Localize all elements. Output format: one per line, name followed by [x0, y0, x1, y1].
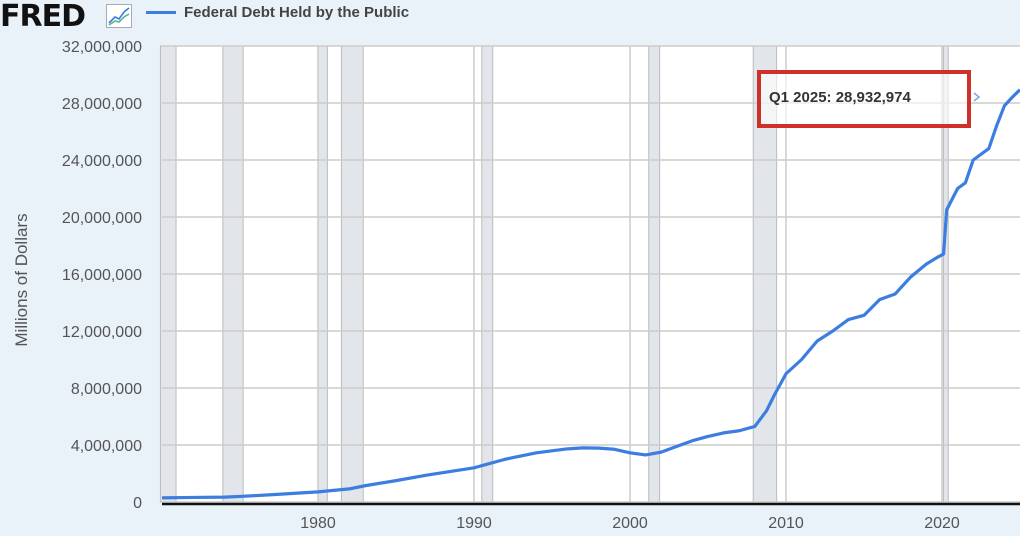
x-tick-label: 2000 [612, 515, 648, 532]
y-tick-label: 8,000,000 [71, 381, 142, 398]
tooltip-text: Q1 2025: 28,932,974 [769, 89, 911, 106]
line-chart-icon [106, 4, 132, 28]
tooltip-pointer [973, 92, 981, 102]
y-tick-label: 16,000,000 [62, 267, 142, 284]
x-tick-label: 2020 [924, 515, 960, 532]
legend-swatch [146, 11, 176, 14]
y-tick-label: 20,000,000 [62, 210, 142, 227]
legend-label: Federal Debt Held by the Public [184, 4, 410, 21]
legend[interactable]: Federal Debt Held by the Public [146, 4, 409, 21]
y-tick-label: 4,000,000 [71, 438, 142, 455]
fred-logo: FRED [0, 0, 86, 34]
tooltip-highlight: Q1 2025: 28,932,974 [757, 70, 971, 128]
x-tick-label: 1980 [300, 515, 336, 532]
series-line [161, 88, 1020, 500]
x-tick-label: 2010 [768, 515, 804, 532]
x-tick-label: 1990 [456, 515, 492, 532]
y-tick-label: 28,000,000 [62, 96, 142, 113]
y-tick-label: 24,000,000 [62, 153, 142, 170]
y-tick-label: 12,000,000 [62, 324, 142, 341]
y-tick-label: 0 [133, 495, 142, 512]
y-tick-label: 32,000,000 [62, 39, 142, 56]
